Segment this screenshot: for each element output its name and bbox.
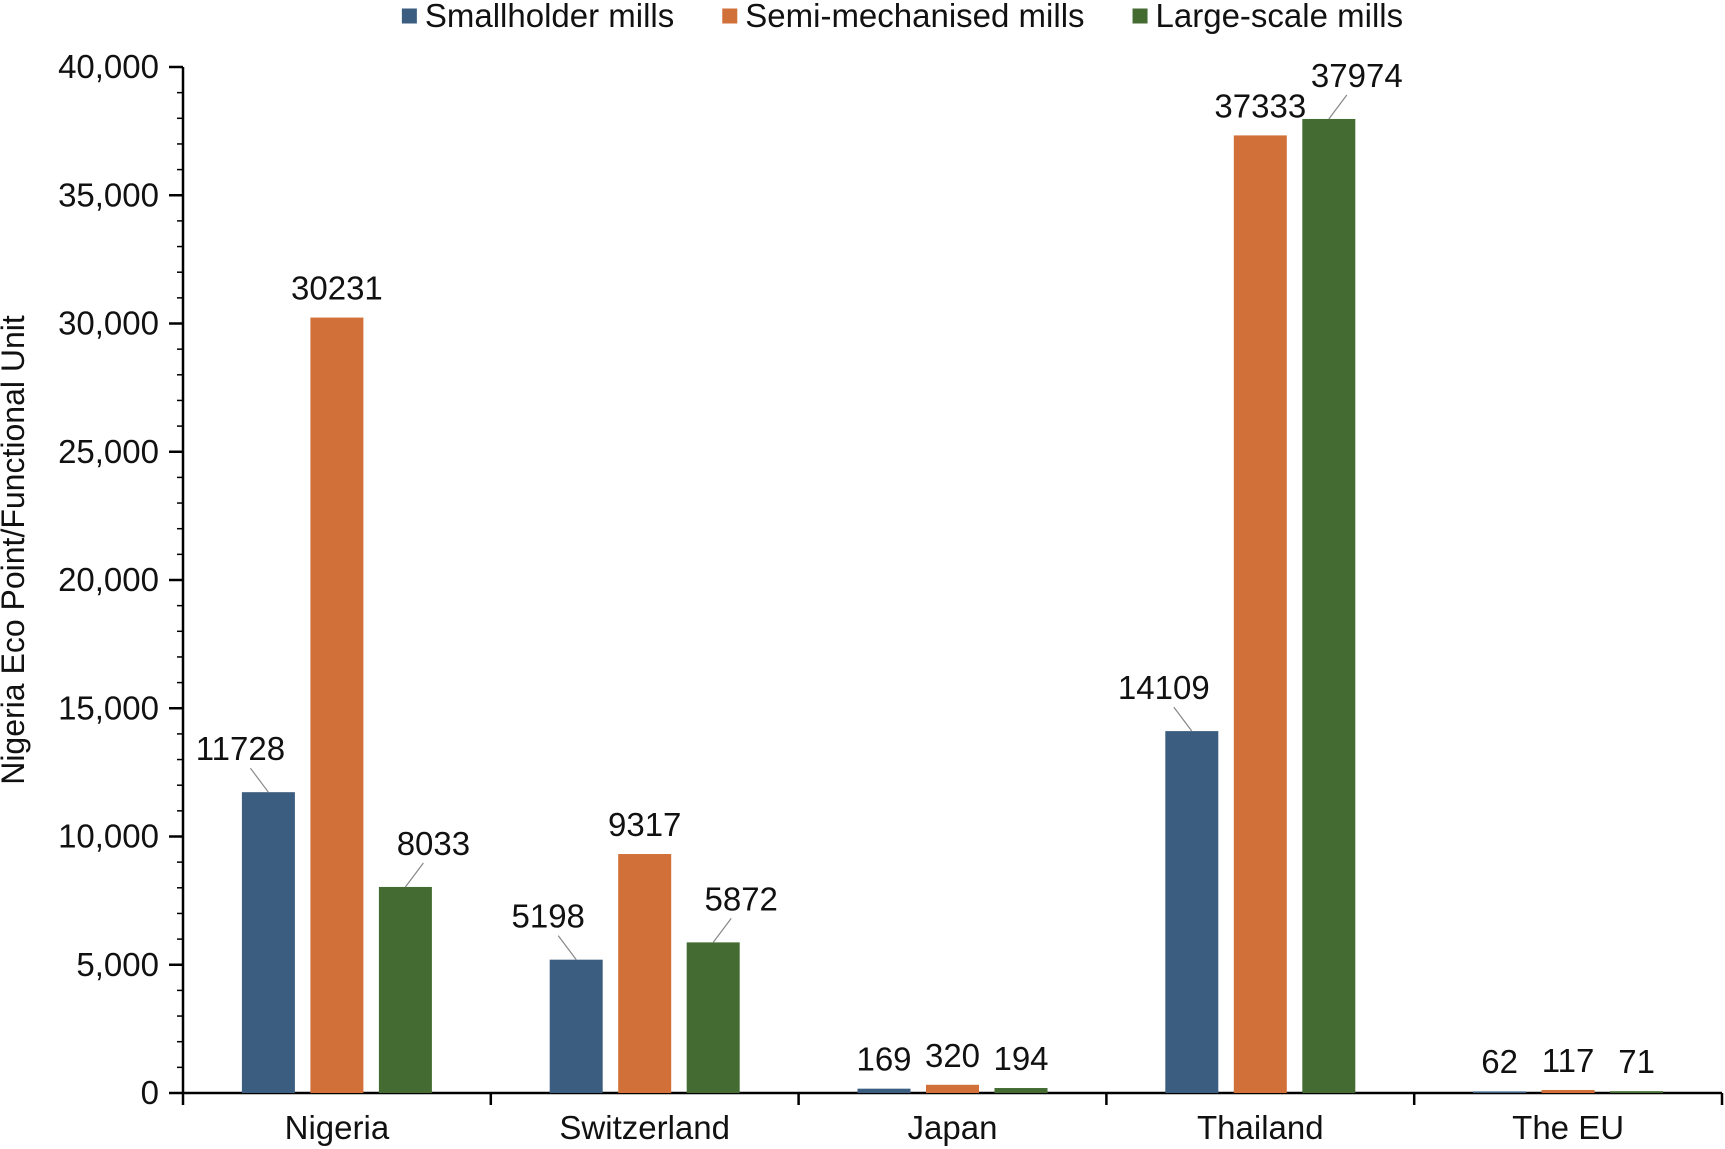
bar-smallholder-mills <box>857 1088 911 1093</box>
data-label: 9317 <box>608 806 681 843</box>
bar-smallholder-mills <box>1165 731 1219 1093</box>
bar-large-scale-mills <box>686 942 740 1093</box>
x-tick-label: Switzerland <box>559 1109 730 1146</box>
y-tick-label: 0 <box>141 1074 159 1111</box>
label-leader-line <box>557 935 577 961</box>
y-tick-label: 40,000 <box>58 48 159 85</box>
data-label: 117 <box>1542 1042 1595 1079</box>
legend-label-semi-mechanised-mills: Semi-mechanised mills <box>745 0 1084 34</box>
data-label: 320 <box>925 1037 980 1074</box>
label-leader-line <box>249 767 269 793</box>
data-label: 11728 <box>196 730 285 767</box>
data-label: 62 <box>1481 1043 1518 1080</box>
y-tick-label: 20,000 <box>58 561 159 598</box>
label-leader-line <box>1173 706 1193 732</box>
y-axis: 0 5,000 10,000 15,000 20,000 25,000 30,000 35,0… <box>58 48 185 1111</box>
bar-smallholder-mills <box>1473 1091 1527 1093</box>
data-label: 14109 <box>1118 669 1210 706</box>
bar-large-scale-mills <box>378 886 432 1093</box>
data-label: 37333 <box>1214 87 1306 124</box>
label-leader-line <box>712 918 732 943</box>
legend-label-large-scale-mills: Large-scale mills <box>1156 0 1404 34</box>
bar-large-scale-mills <box>1302 118 1356 1093</box>
x-tick-label: Thailand <box>1197 1109 1324 1146</box>
y-tick-label: 35,000 <box>58 176 159 213</box>
data-label: 5872 <box>704 880 777 917</box>
bar-semi-mechanised-mills <box>310 317 364 1094</box>
label-leader-line <box>404 862 424 888</box>
data-label: 30231 <box>291 270 383 307</box>
data-label: 8033 <box>397 825 470 862</box>
bar-semi-mechanised-mills <box>1233 135 1287 1093</box>
y-axis-title: Nigeria Eco Point/Functional Unit <box>0 315 31 785</box>
legend-label-smallholder-mills: Smallholder mills <box>425 0 674 34</box>
y-tick-label: 10,000 <box>58 818 159 855</box>
bar-semi-mechanised-mills <box>1541 1089 1595 1093</box>
bar-smallholder-mills <box>241 792 295 1093</box>
data-label: 194 <box>993 1040 1048 1077</box>
bar-large-scale-mills <box>994 1088 1048 1093</box>
x-tick-label: Japan <box>908 1109 998 1146</box>
y-tick-label: 25,000 <box>58 433 159 470</box>
y-tick-label: 5,000 <box>76 946 159 983</box>
y-tick-label: 15,000 <box>58 689 159 726</box>
x-tick-label: Nigeria <box>285 1109 390 1146</box>
x-tick-label: The EU <box>1512 1109 1624 1146</box>
bar-large-scale-mills <box>1610 1091 1664 1093</box>
bar-semi-mechanised-mills <box>618 854 672 1093</box>
legend: Smallholder mills Semi-mechanised mills La… <box>401 0 1404 34</box>
bar-semi-mechanised-mills <box>926 1084 979 1093</box>
label-leader-line <box>1328 94 1348 120</box>
bars <box>241 118 1664 1094</box>
legend-swatch-large-scale-mills <box>1132 8 1148 24</box>
bar-smallholder-mills <box>549 959 603 1093</box>
x-axis: Nigeria Switzerland Japan Thailand The EU <box>181 1091 1724 1146</box>
data-label: 169 <box>856 1041 911 1078</box>
data-label: 5198 <box>511 898 584 935</box>
data-label: 37974 <box>1311 57 1403 94</box>
legend-swatch-semi-mechanised-mills <box>722 8 738 24</box>
data-labels: 11728 5198 169 14109 62 30231 9317 320 37333 117 8… <box>196 57 1655 1080</box>
y-tick-label: 30,000 <box>58 305 159 342</box>
data-label: 71 <box>1618 1043 1655 1080</box>
legend-swatch-smallholder-mills <box>401 8 417 24</box>
